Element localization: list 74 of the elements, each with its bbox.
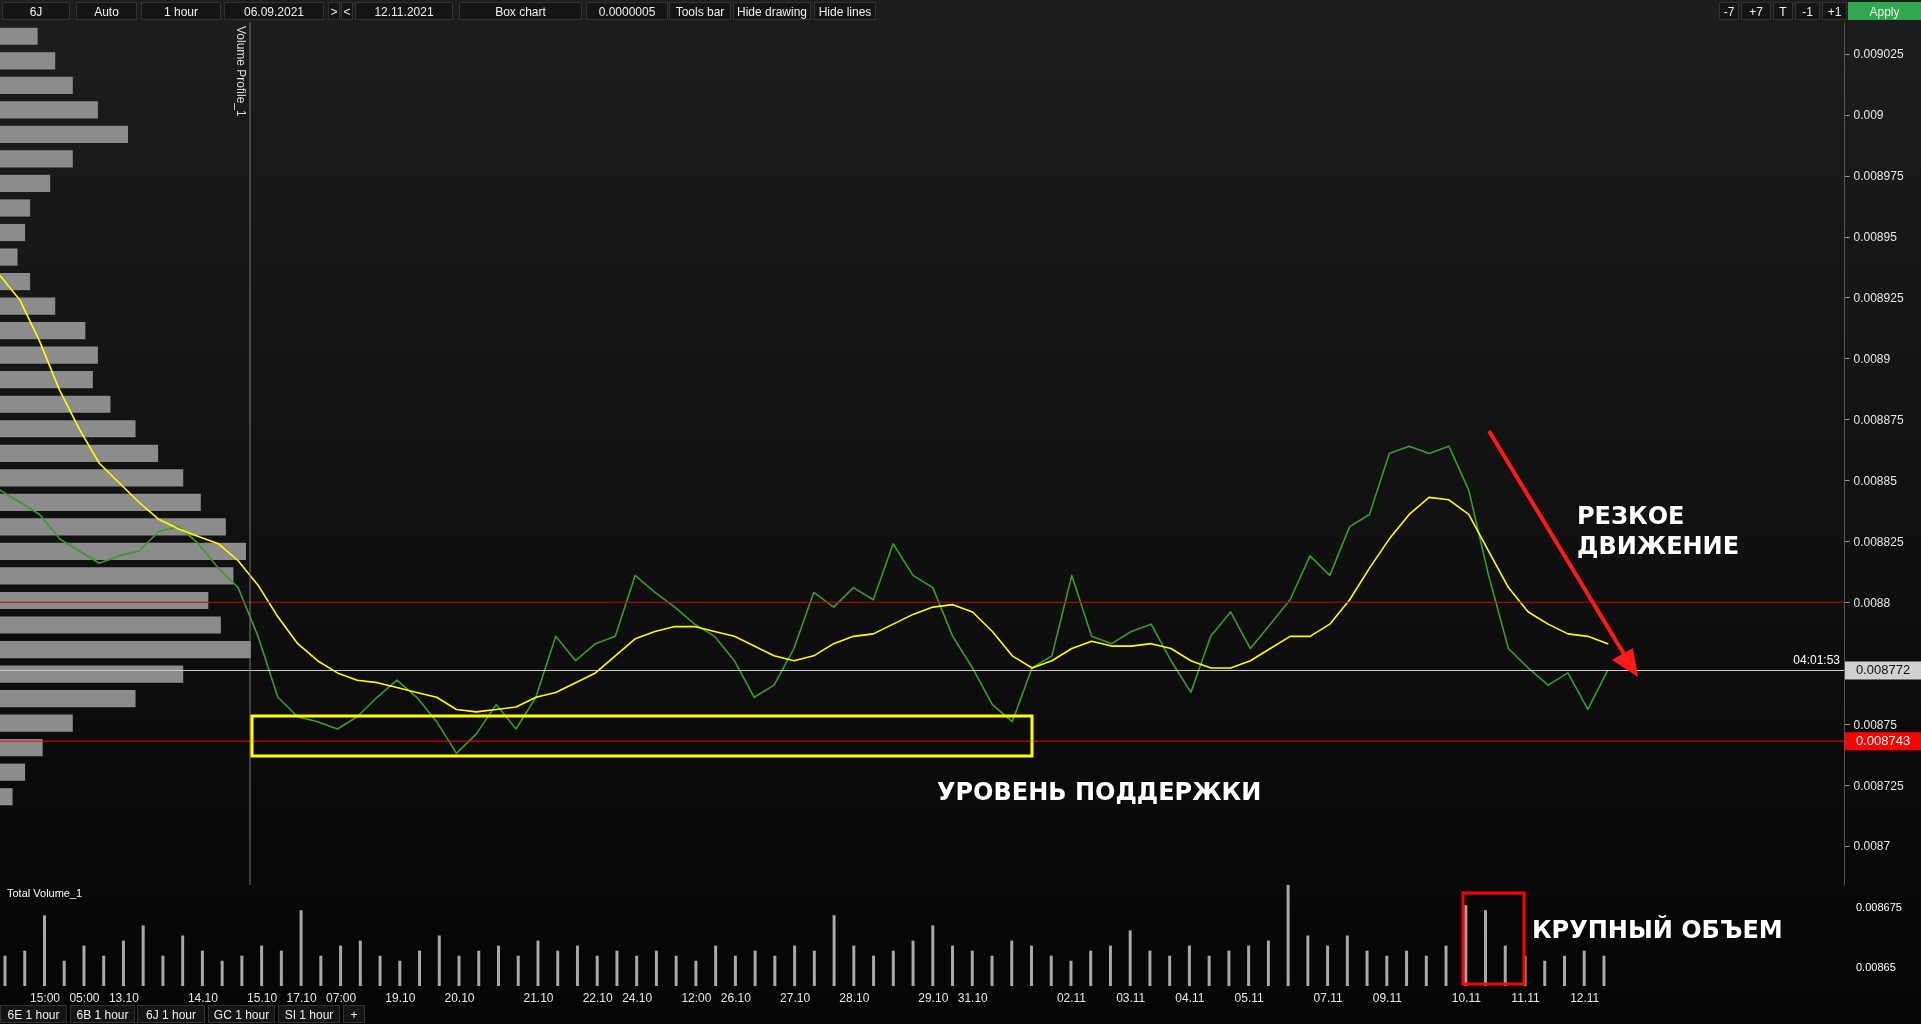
x-tick-label: 12.11 <box>1570 990 1600 1005</box>
x-tick-label: 05.11 <box>1234 990 1265 1005</box>
x-tick-label: 29.10 <box>918 990 949 1005</box>
text: Apply <box>1848 2 1921 20</box>
text: Hide lines <box>814 2 876 20</box>
text: > <box>328 2 340 20</box>
text: Auto <box>76 2 137 20</box>
text: 6B 1 hour <box>70 1005 135 1023</box>
y-tick-label: 0.00875 <box>1853 717 1898 732</box>
y-tick-label: 0.008925 <box>1853 290 1904 305</box>
annotation: 04:01:53 <box>1793 653 1841 668</box>
x-tick-label: 07.11 <box>1313 990 1343 1005</box>
text: SI 1 hour <box>278 1005 340 1023</box>
text: 6J <box>2 2 70 20</box>
x-tick-label: 19.10 <box>385 990 416 1005</box>
x-tick-label: 11.11 <box>1511 990 1540 1005</box>
text: -1 <box>1795 2 1820 20</box>
y-tick-label: 0.008725 <box>1853 778 1904 793</box>
y-tick-label: 0.009 <box>1853 108 1884 123</box>
x-tick-label: 07:00 <box>326 990 357 1005</box>
text: 0.008675 <box>1856 901 1902 913</box>
text: Tools bar <box>669 2 731 20</box>
x-tick-label: 04.11 <box>1175 990 1205 1005</box>
x-tick-label: 21.10 <box>523 990 554 1005</box>
text: GC 1 hour <box>208 1005 275 1023</box>
y-tick-label: 0.0089 <box>1853 351 1891 366</box>
text: + <box>343 1005 365 1023</box>
y-tick-label: 0.0087 <box>1853 839 1891 854</box>
text: 1 hour <box>141 2 221 20</box>
text: Box chart <box>459 2 582 20</box>
annotation: РЕЗКОЕ ДВИЖЕНИЕ <box>1577 502 1740 560</box>
text: 6J 1 hour <box>137 1005 205 1023</box>
y-tick-label: 0.008875 <box>1853 412 1904 427</box>
x-tick-label: 17.10 <box>286 990 317 1005</box>
text: T <box>1773 2 1793 20</box>
y-tick-label: 0.00895 <box>1853 230 1898 245</box>
ref-line-label: 0.008772 <box>1855 662 1911 678</box>
annotation: КРУПНЫЙ ОБЪЕМ <box>1532 915 1783 944</box>
text: Hide drawing <box>733 2 811 20</box>
annotation: УРОВЕНЬ ПОДДЕРЖКИ <box>937 778 1262 806</box>
x-tick-label: 02.11 <box>1056 990 1087 1005</box>
x-tick-label: 13.10 <box>108 990 140 1005</box>
y-tick-label: 0.008975 <box>1853 169 1904 184</box>
text: < <box>341 2 353 20</box>
text: 12.11.2021 <box>355 2 453 20</box>
x-tick-label: 20.10 <box>444 990 475 1005</box>
x-tick-label: 22.10 <box>582 990 614 1005</box>
annotation: Volume Profile_1 <box>234 26 248 118</box>
x-tick-label: 03.11 <box>1116 990 1146 1005</box>
annotation: Total Volume_1 <box>7 887 83 899</box>
ref-line-label: 0.008743 <box>1855 733 1911 749</box>
x-tick-label: 05:00 <box>69 990 100 1005</box>
text: 6E 1 hour <box>0 1005 67 1023</box>
y-tick-label: 0.009025 <box>1853 47 1904 62</box>
x-tick-label: 15:00 <box>29 990 61 1005</box>
x-tick-label: 09.11 <box>1372 990 1403 1005</box>
text: -7 <box>1719 2 1739 20</box>
x-tick-label: 10.11 <box>1451 990 1482 1005</box>
x-tick-label: 28.10 <box>839 990 870 1005</box>
x-tick-label: 24.10 <box>622 990 653 1005</box>
x-tick-label: 14.10 <box>187 990 219 1005</box>
y-tick-label: 0.0088 <box>1853 595 1891 610</box>
x-tick-label: 27.10 <box>780 990 811 1005</box>
x-tick-label: 26.10 <box>720 990 752 1005</box>
text: 0.0000005 <box>586 2 668 20</box>
x-tick-label: 12:00 <box>681 990 712 1005</box>
text: 06.09.2021 <box>224 2 324 20</box>
y-tick-label: 0.00885 <box>1853 473 1898 488</box>
x-tick-label: 31.10 <box>957 990 989 1005</box>
x-tick-label: 15.10 <box>247 990 278 1005</box>
text: +1 <box>1822 2 1847 20</box>
text: +7 <box>1741 2 1771 20</box>
text: 0.00865 <box>1856 961 1896 973</box>
y-tick-label: 0.008825 <box>1853 534 1904 549</box>
